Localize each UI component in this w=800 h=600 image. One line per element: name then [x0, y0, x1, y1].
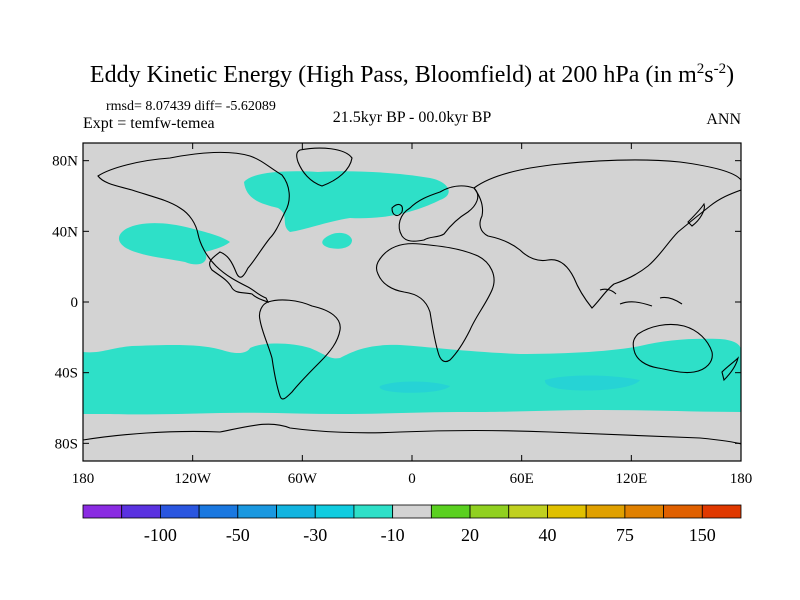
australia-outline [632, 323, 713, 374]
chart-title: Eddy Kinetic Energy (High Pass, Bloomfie… [90, 61, 734, 88]
coastlines [83, 147, 741, 445]
north-atlantic-negative [244, 171, 449, 232]
experiment-label: Expt = temfw-temea [83, 115, 215, 132]
colorbar-label: -50 [226, 525, 250, 545]
colorbar-box [624, 504, 664, 519]
southern-ocean-band-negative [83, 338, 741, 415]
antarctica-outline [83, 423, 741, 445]
x-tick-label: 180 [730, 471, 753, 487]
x-tick-label: 180 [72, 471, 95, 487]
colorbar-label: -10 [381, 525, 405, 545]
colorbar-box [508, 504, 548, 519]
colorbar-box [663, 504, 703, 519]
colorbar: -100 -50 -30 -10 20 40 75 150 [82, 504, 742, 545]
stats-label: rmsd= 8.07439 diff= -5.62089 [106, 99, 276, 114]
y-axis: 80N 40N 0 40S 80S [52, 154, 741, 452]
europe-outline [398, 185, 479, 242]
x-axis: 180 120W 60W 0 60E 120E 180 [72, 143, 753, 487]
x-tick-label: 0 [408, 471, 416, 487]
colorbar-box [276, 504, 316, 519]
x-tick-label: 60E [510, 471, 534, 487]
japan-outline [687, 202, 705, 227]
colorbar-box [392, 504, 432, 519]
colorbar-label: -30 [303, 525, 327, 545]
colorbar-box [198, 504, 239, 519]
north-atlantic-negative-lobe [322, 232, 352, 249]
period-label: 21.5kyr BP - 00.0kyr BP [333, 109, 492, 126]
africa-outline [375, 243, 495, 363]
maritime-islands [599, 288, 683, 307]
colorbar-box [314, 504, 355, 519]
south-indian-core [544, 375, 640, 391]
colorbar-label: -100 [144, 525, 177, 545]
colorbar-box [585, 504, 626, 519]
colorbar-box [469, 504, 510, 519]
colorbar-box [121, 504, 161, 519]
y-tick-label: 80S [55, 436, 78, 452]
south-atlantic-core [379, 381, 450, 393]
y-tick-label: 40S [55, 366, 78, 382]
asia-outline [473, 159, 741, 309]
map-area [83, 143, 741, 461]
colorbar-box [82, 504, 123, 519]
x-tick-label: 120E [615, 471, 647, 487]
colorbar-box [237, 504, 277, 519]
x-tick-label: 120W [174, 471, 212, 487]
y-tick-label: 80N [52, 154, 78, 170]
colorbar-box [160, 504, 200, 519]
y-tick-label: 0 [71, 295, 79, 311]
colorbar-label: 20 [461, 525, 479, 545]
greenland-outline [296, 147, 353, 187]
y-tick-label: 40N [52, 224, 78, 240]
colorbar-box [430, 504, 471, 519]
colorbar-label: 75 [616, 525, 634, 545]
british-isles-outline [391, 203, 403, 217]
north-pacific-negative [118, 223, 230, 265]
colorbar-box [701, 504, 742, 519]
season-label: ANN [706, 111, 741, 128]
x-tick-label: 60W [288, 471, 318, 487]
north-america-outline [97, 151, 290, 303]
south-america-outline [258, 299, 341, 400]
colorbar-label: 150 [689, 525, 716, 545]
new-zealand-outline [721, 356, 740, 382]
colorbar-box [547, 504, 587, 519]
colorbar-label: 40 [538, 525, 556, 545]
colorbar-box [353, 504, 394, 519]
